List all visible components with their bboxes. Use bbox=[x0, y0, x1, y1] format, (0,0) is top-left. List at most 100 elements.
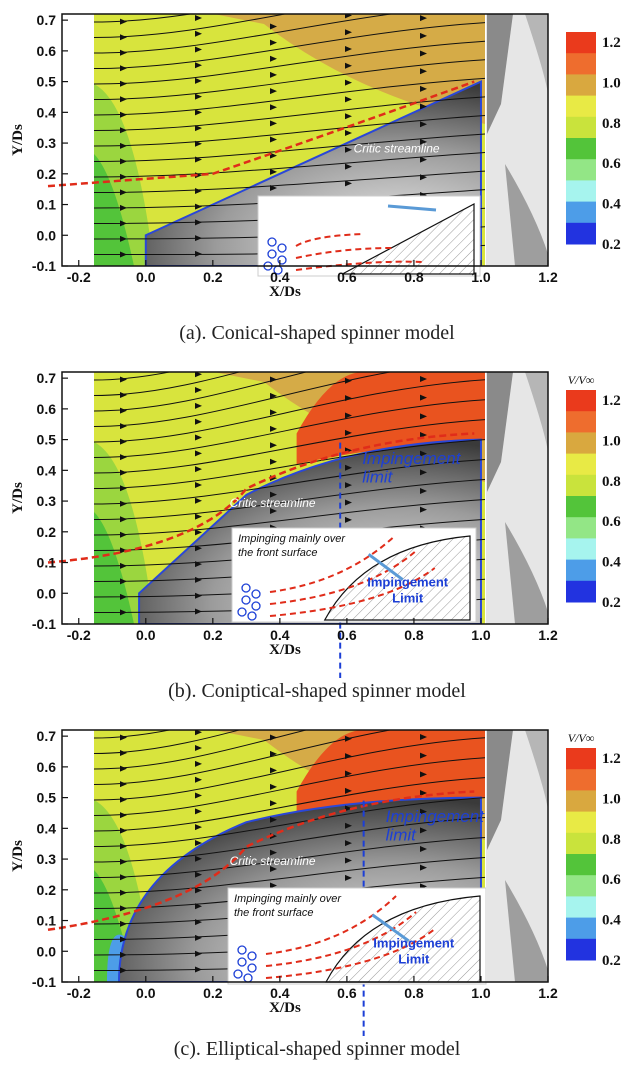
y-tick-label: 0.0 bbox=[37, 943, 57, 959]
blade-region bbox=[486, 372, 548, 624]
streamline-arrow bbox=[345, 464, 352, 471]
x-tick-label: 0.8 bbox=[404, 269, 424, 285]
colorbar: 1.2 1.0 0.8 0.6 0.4 0.2 bbox=[566, 32, 621, 253]
streamline bbox=[94, 379, 485, 443]
streamline-arrow bbox=[270, 508, 277, 515]
streamline-arrow bbox=[195, 730, 202, 736]
streamline bbox=[94, 14, 288, 38]
streamline bbox=[94, 498, 485, 536]
streamline-arrow bbox=[195, 156, 202, 163]
droplet-trajectory bbox=[295, 233, 363, 247]
droplet-icon bbox=[241, 595, 251, 605]
y-tick-label: 0.7 bbox=[37, 12, 57, 28]
streamline-arrow bbox=[120, 173, 127, 180]
critic-streamline bbox=[47, 80, 475, 188]
streamline bbox=[94, 730, 394, 785]
streamline-arrow bbox=[120, 80, 127, 87]
streamline-arrow bbox=[195, 140, 202, 147]
colorbar-swatch bbox=[566, 832, 596, 855]
streamline-arrow bbox=[270, 168, 277, 175]
streamline-arrow bbox=[345, 46, 352, 53]
colorbar-swatch bbox=[566, 390, 596, 412]
colorbar-swatch bbox=[566, 580, 596, 603]
streamline-arrow bbox=[270, 39, 277, 46]
streamline bbox=[94, 40, 485, 85]
streamline-arrow bbox=[345, 770, 352, 777]
streamline-arrow bbox=[195, 93, 202, 100]
streamline-arrow bbox=[120, 235, 127, 242]
streamline-arrow bbox=[195, 235, 202, 242]
inset-spinner-body bbox=[342, 203, 475, 275]
streamline-arrow bbox=[420, 488, 427, 495]
streamline-arrow bbox=[120, 936, 127, 943]
droplet-icon bbox=[251, 589, 261, 599]
inset-limit-label-1: Impingement bbox=[367, 574, 449, 589]
colorbar-swatch bbox=[566, 748, 596, 770]
streamline-arrow bbox=[195, 30, 202, 37]
y-tick-label: 0.2 bbox=[37, 166, 57, 182]
streamline-arrow bbox=[345, 0, 352, 2]
droplet-trajectory bbox=[269, 535, 396, 593]
impingement-arrow bbox=[387, 204, 437, 212]
streamline-arrow bbox=[420, 85, 427, 92]
colorbar-swatch bbox=[566, 917, 596, 940]
x-tick-label: 0.0 bbox=[136, 269, 156, 285]
y-tick-label: 0.4 bbox=[37, 820, 57, 836]
blade-shape bbox=[525, 14, 548, 94]
colorbar-swatch bbox=[566, 559, 596, 582]
y-tick-label: 0.5 bbox=[37, 790, 57, 806]
critic-streamline-label: Critic streamline bbox=[354, 141, 440, 155]
streamline-arrow bbox=[120, 562, 127, 569]
colorbar-swatch bbox=[566, 95, 596, 118]
impingement-arrow bbox=[371, 913, 410, 943]
streamline-arrow bbox=[270, 7, 277, 13]
streamline-arrow bbox=[270, 55, 277, 62]
streamline-arrow bbox=[420, 156, 427, 163]
blade-region bbox=[486, 14, 548, 266]
caption-b: (b). Coniptical-shaped spinner model bbox=[168, 680, 466, 702]
streamline-arrow bbox=[345, 412, 352, 419]
streamline-arrow bbox=[195, 77, 202, 84]
streamline-arrow bbox=[195, 15, 202, 22]
streamline-arrow bbox=[120, 96, 127, 103]
streamline-arrow bbox=[195, 887, 202, 894]
streamline-arrow bbox=[195, 792, 202, 799]
colorbar-swatch bbox=[566, 790, 596, 813]
y-tick-label: 0.2 bbox=[37, 524, 57, 540]
x-tick-label: 0.4 bbox=[270, 627, 290, 643]
streamline-arrow bbox=[120, 734, 127, 741]
x-tick-label: 1.0 bbox=[471, 269, 491, 285]
streamline-arrow bbox=[120, 547, 127, 554]
streamline bbox=[94, 114, 485, 147]
colorbar-swatch bbox=[566, 496, 596, 518]
colorbar-swatch bbox=[566, 53, 596, 75]
streamline-arrow bbox=[120, 65, 127, 72]
x-tick-label: 1.2 bbox=[538, 985, 558, 1001]
droplet-icon bbox=[237, 957, 247, 967]
colorbar-tick-label: 0.4 bbox=[602, 555, 621, 571]
streamline-arrow bbox=[420, 103, 427, 110]
streamline-arrow bbox=[270, 849, 277, 856]
x-tick-label: -0.2 bbox=[67, 627, 91, 643]
streamline-arrow bbox=[420, 376, 427, 383]
streamline-arrow bbox=[345, 482, 352, 489]
x-axis-label: X/Ds bbox=[269, 642, 301, 658]
streamline-arrow bbox=[120, 905, 127, 912]
streamline-arrow bbox=[195, 855, 202, 862]
streamline-arrow bbox=[420, 752, 427, 759]
streamline-arrow bbox=[120, 392, 127, 399]
streamline bbox=[94, 152, 485, 178]
y-tick-label: -0.1 bbox=[32, 258, 56, 274]
streamline-arrow bbox=[420, 413, 427, 420]
streamline-arrow bbox=[195, 561, 202, 568]
blade-shape bbox=[525, 730, 548, 810]
inset-diagram: Impinging mainly over the front surface Im… bbox=[231, 527, 477, 623]
contour-plot-c: Critic streamlineImpingementlimitImpingi… bbox=[10, 728, 621, 1036]
colorbar-tick-label: 0.2 bbox=[602, 953, 621, 969]
streamline-arrow bbox=[120, 796, 127, 803]
streamline-arrow bbox=[270, 425, 277, 432]
streamline-arrow bbox=[120, 142, 127, 149]
streamline bbox=[94, 372, 172, 381]
streamline-arrow bbox=[120, 951, 127, 958]
colorbar-swatch bbox=[566, 411, 596, 433]
